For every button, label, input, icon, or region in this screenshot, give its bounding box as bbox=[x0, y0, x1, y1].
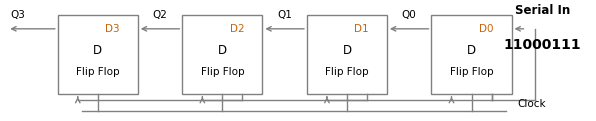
Text: D2: D2 bbox=[230, 24, 244, 34]
Text: D: D bbox=[342, 44, 352, 57]
Bar bbox=[182, 15, 262, 94]
Text: D: D bbox=[467, 44, 476, 57]
Text: D: D bbox=[218, 44, 227, 57]
Text: Q2: Q2 bbox=[153, 10, 167, 19]
Text: D1: D1 bbox=[355, 24, 369, 34]
Text: Q1: Q1 bbox=[277, 10, 292, 19]
Text: Flip Flop: Flip Flop bbox=[450, 67, 493, 77]
Bar bbox=[58, 15, 138, 94]
Text: Flip Flop: Flip Flop bbox=[200, 67, 244, 77]
Text: D0: D0 bbox=[479, 24, 493, 34]
Text: 11000111: 11000111 bbox=[504, 38, 582, 52]
Text: Clock: Clock bbox=[517, 99, 546, 110]
Bar bbox=[432, 15, 511, 94]
Bar bbox=[307, 15, 387, 94]
Text: D: D bbox=[93, 44, 103, 57]
Text: Flip Flop: Flip Flop bbox=[76, 67, 120, 77]
Text: Q3: Q3 bbox=[10, 10, 25, 19]
Text: Q0: Q0 bbox=[402, 10, 417, 19]
Text: D3: D3 bbox=[105, 24, 120, 34]
Text: Flip Flop: Flip Flop bbox=[325, 67, 369, 77]
Text: Serial In: Serial In bbox=[515, 4, 570, 17]
